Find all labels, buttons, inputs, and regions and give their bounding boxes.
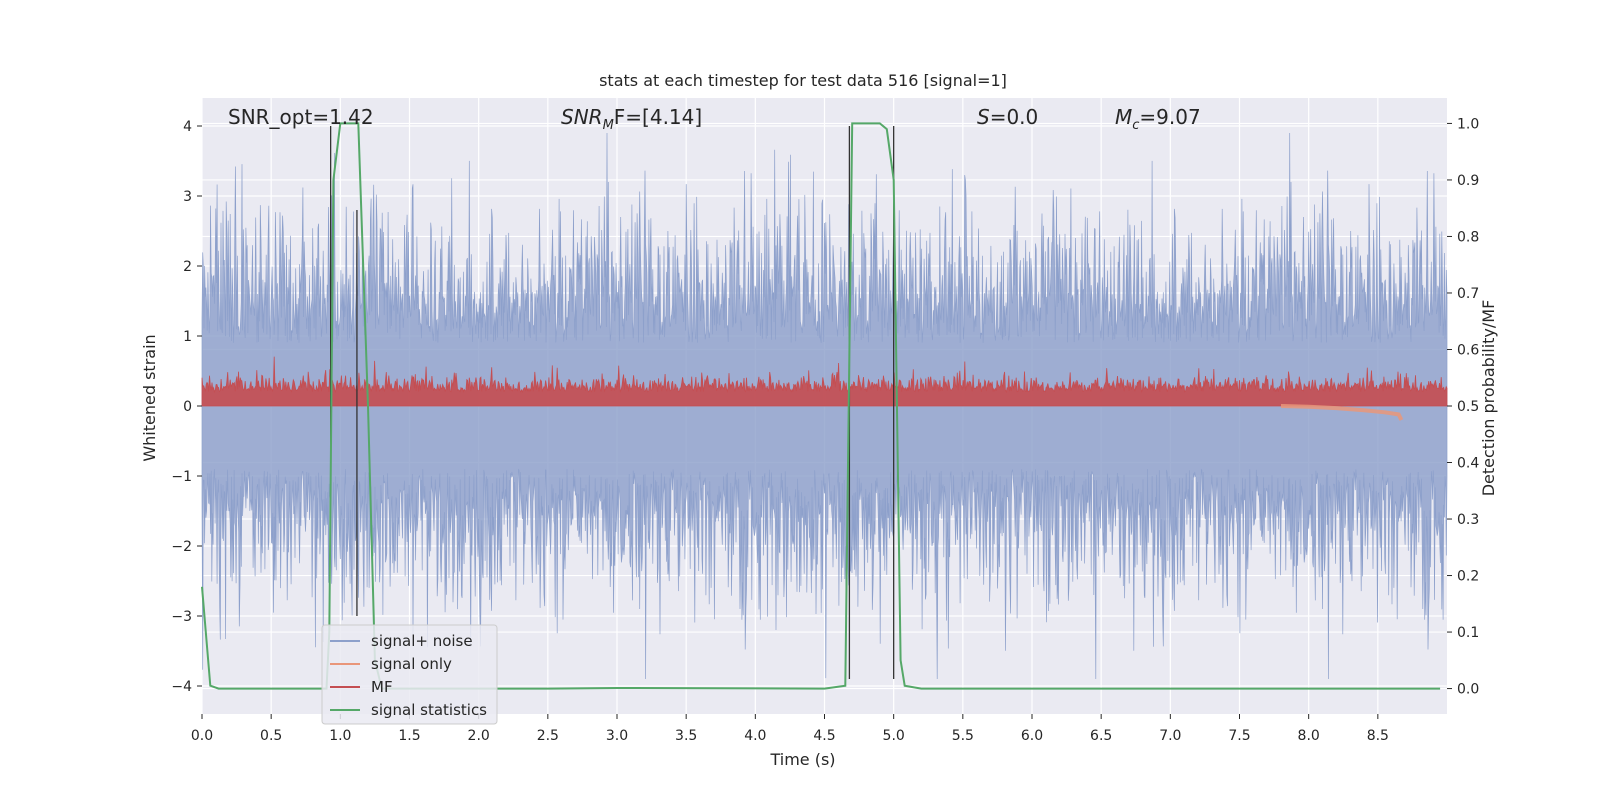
legend-label-mf: MF bbox=[371, 678, 393, 696]
x-tick-label: 6.5 bbox=[1090, 728, 1112, 744]
series-signal-only bbox=[1280, 404, 1404, 421]
x-tick-label: 5.0 bbox=[883, 728, 905, 744]
s-annotation: S=0.0 bbox=[977, 105, 1038, 129]
snr-opt-annotation: SNR_opt=1.42 bbox=[228, 105, 374, 129]
x-tick-label: 7.0 bbox=[1159, 728, 1181, 744]
y-tick-label: 1 bbox=[183, 329, 192, 345]
s-value: =0.0 bbox=[990, 105, 1039, 129]
y-tick-label: −1 bbox=[171, 469, 192, 485]
y-tick-label: 3 bbox=[183, 189, 192, 205]
x-tick-label: 8.0 bbox=[1298, 728, 1320, 744]
y2-tick-label: 0.8 bbox=[1457, 229, 1479, 245]
legend-label-signal-only: signal only bbox=[371, 655, 452, 673]
mc-annotation: Mc=9.07 bbox=[1115, 105, 1201, 133]
snr-mf-annotation: SNRMF=[4.14] bbox=[561, 105, 702, 133]
y-tick-label: 0 bbox=[183, 399, 192, 415]
snr-mf-subscript: M bbox=[603, 118, 614, 133]
x-tick-label: 4.5 bbox=[813, 728, 835, 744]
x-tick-label: 5.5 bbox=[952, 728, 974, 744]
x-tick-label: 4.0 bbox=[744, 728, 766, 744]
y2-tick-label: 0.1 bbox=[1457, 625, 1479, 641]
y2-tick-label: 0.6 bbox=[1457, 342, 1479, 358]
y-tick-label: −4 bbox=[171, 679, 192, 695]
series-signal-statistics bbox=[201, 122, 1441, 690]
y-tick-label: −3 bbox=[171, 609, 192, 625]
y-tick-label: 2 bbox=[183, 259, 192, 275]
x-tick-label: 8.5 bbox=[1367, 728, 1389, 744]
x-tick-label: 2.5 bbox=[537, 728, 559, 744]
snr-mf-base: SNR bbox=[561, 105, 603, 129]
y-axis-label: Whitened strain bbox=[140, 334, 159, 461]
mc-subscript: c bbox=[1132, 118, 1139, 133]
y2-tick-label: 0.5 bbox=[1457, 399, 1479, 415]
plot-area bbox=[201, 122, 1448, 690]
mc-value: =9.07 bbox=[1139, 105, 1200, 129]
y2-tick-label: 0.2 bbox=[1457, 569, 1479, 585]
mc-symbol: M bbox=[1115, 105, 1132, 129]
series-mf bbox=[201, 356, 1448, 407]
axis-ticks: 0.0 0.5 1.0 1.5 2.0 2.5 3.0 3.5 4.0 4.5 5.0 5.5 6.0 6… bbox=[171, 116, 1479, 744]
s-symbol: S bbox=[977, 105, 990, 129]
x-axis-label: Time (s) bbox=[769, 750, 835, 769]
snr-mf-value: F=[4.14] bbox=[614, 105, 702, 129]
x-tick-label: 3.5 bbox=[675, 728, 697, 744]
legend-label-signal-noise: signal+ noise bbox=[371, 632, 473, 650]
chart-title: stats at each timestep for test data 516… bbox=[599, 71, 1007, 90]
x-tick-label: 6.0 bbox=[1021, 728, 1043, 744]
y2-tick-label: 0.0 bbox=[1457, 682, 1479, 698]
x-tick-label: 7.5 bbox=[1228, 728, 1250, 744]
y-tick-label: −2 bbox=[171, 539, 192, 555]
legend: signal+ noise signal only MF signal stat… bbox=[321, 624, 498, 725]
x-tick-label: 1.5 bbox=[398, 728, 420, 744]
x-tick-label: 3.0 bbox=[606, 728, 628, 744]
y2-tick-label: 1.0 bbox=[1457, 116, 1479, 132]
y2-axis-label: Detection probability/MF bbox=[1479, 300, 1498, 497]
x-tick-label: 0.5 bbox=[260, 728, 282, 744]
legend-box bbox=[321, 624, 498, 725]
y2-tick-label: 0.9 bbox=[1457, 173, 1479, 189]
x-tick-label: 1.0 bbox=[329, 728, 351, 744]
y2-tick-label: 0.4 bbox=[1457, 456, 1479, 472]
x-tick-label: 2.0 bbox=[468, 728, 490, 744]
y2-tick-label: 0.7 bbox=[1457, 286, 1479, 302]
y2-tick-label: 0.3 bbox=[1457, 512, 1479, 528]
x-tick-label: 0.0 bbox=[191, 728, 213, 744]
y-tick-label: 4 bbox=[183, 119, 192, 135]
legend-label-signal-statistics: signal statistics bbox=[371, 701, 487, 719]
